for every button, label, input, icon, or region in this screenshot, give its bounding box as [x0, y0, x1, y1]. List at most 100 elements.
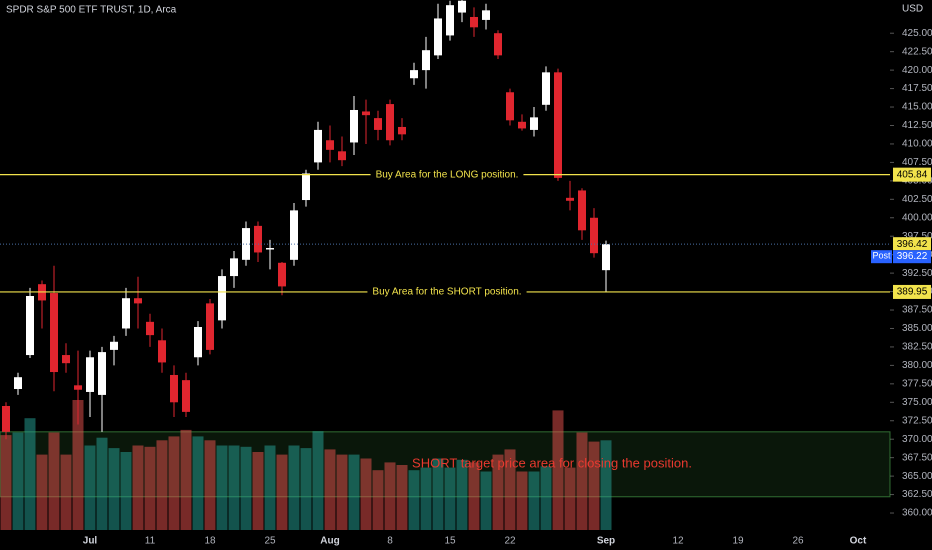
y-tick-label: 380.00 — [902, 360, 932, 371]
candle-body — [398, 126, 406, 135]
candle-body — [590, 217, 598, 254]
x-tick-label: Aug — [320, 536, 339, 547]
volume-bar — [480, 471, 492, 530]
candle-body — [254, 225, 262, 253]
y-tick-label: 407.50 — [902, 157, 932, 168]
candle-body — [602, 244, 610, 271]
y-tick-label: 365.00 — [902, 471, 932, 482]
volume-bar — [120, 452, 132, 530]
x-tick-label: 11 — [145, 536, 156, 547]
volume-bar — [360, 458, 372, 530]
level-text: Buy Area for the SHORT position. — [372, 287, 521, 298]
volume-bar — [552, 410, 564, 530]
x-tick-label: 18 — [204, 536, 216, 547]
volume-bar — [228, 445, 240, 530]
y-tick-label: 397.50 — [902, 231, 932, 242]
volume-bar — [168, 436, 180, 530]
candle-body — [458, 0, 466, 13]
level-text-bg — [370, 168, 524, 182]
y-tick-label: 420.00 — [902, 65, 932, 76]
candle-body — [86, 357, 94, 392]
volume-bar — [204, 440, 216, 530]
candle-body — [482, 10, 490, 20]
volume-bar — [144, 446, 156, 530]
candle-body — [434, 18, 442, 56]
candle-body — [566, 197, 574, 201]
volume-bar — [48, 432, 60, 530]
y-tick-label: 372.50 — [902, 415, 932, 426]
price-tag — [893, 167, 931, 182]
y-tick-label: 410.00 — [902, 139, 932, 150]
candle-body — [446, 5, 454, 36]
volume-bar — [348, 454, 360, 530]
candle-body — [194, 327, 202, 358]
volume-bar — [528, 471, 540, 530]
y-tick-label: 412.50 — [902, 120, 932, 131]
volume-bar — [0, 435, 12, 530]
y-tick-label: 360.00 — [902, 508, 932, 519]
post-tag-label: Post — [872, 251, 891, 261]
volume-bar — [516, 471, 528, 530]
candle-body — [554, 72, 562, 178]
zone-text: SHORT target price area for closing the … — [412, 456, 692, 471]
volume-bar — [504, 449, 516, 530]
volume-bar — [12, 432, 24, 530]
volume-bar — [444, 467, 456, 530]
volume-bar — [192, 436, 204, 530]
volume-bar — [492, 454, 504, 530]
volume-bar — [336, 454, 348, 530]
candle-body — [218, 276, 226, 321]
y-tick-label: 387.50 — [902, 305, 932, 316]
candle-body — [350, 109, 358, 143]
x-tick-label: Oct — [850, 536, 867, 547]
price-tag — [893, 250, 931, 264]
x-tick-label: 12 — [672, 536, 684, 547]
candle-body — [134, 298, 142, 304]
volume-bar — [72, 400, 84, 530]
volume-bar — [420, 467, 432, 530]
volume-bar — [468, 462, 480, 530]
price-tag-label: 396.42 — [897, 239, 928, 250]
y-tick-label: 375.00 — [902, 397, 932, 408]
candle-body — [98, 352, 106, 395]
volume-bar — [456, 459, 468, 530]
volume-bar — [432, 458, 444, 530]
candle-body — [302, 173, 310, 201]
x-tick-label: 15 — [444, 536, 456, 547]
candle-body — [278, 262, 286, 287]
candle-body — [170, 374, 178, 403]
volume-bar — [372, 470, 384, 530]
level-text: Buy Area for the LONG position. — [376, 169, 519, 180]
volume-bar — [240, 446, 252, 530]
chart-title: SPDR S&P 500 ETF TRUST, 1D, Arca — [6, 5, 177, 16]
candle-body — [14, 377, 22, 390]
level-text-bg — [367, 285, 527, 299]
volume-bar — [108, 448, 120, 530]
post-tag — [871, 250, 892, 264]
candle-body — [206, 303, 214, 350]
x-tick-label: Jul — [83, 536, 98, 547]
candle-body — [422, 50, 430, 71]
candle-body — [314, 129, 322, 163]
y-tick-label: 417.50 — [902, 83, 932, 94]
candle-body — [542, 72, 550, 105]
y-tick-label: 415.00 — [902, 102, 932, 113]
candle-body — [230, 258, 238, 277]
candle-body — [122, 298, 130, 329]
candle-body — [374, 118, 382, 130]
volume-bar — [396, 465, 408, 530]
candle-body — [182, 380, 190, 412]
price-tag — [893, 237, 931, 251]
y-tick-label: 425.00 — [902, 28, 932, 39]
x-tick-label: 22 — [504, 536, 516, 547]
candle-body — [110, 341, 118, 350]
x-tick-label: 25 — [264, 536, 276, 547]
volume-bar — [132, 445, 144, 530]
y-tick-label: 377.50 — [902, 378, 932, 389]
candle-body — [290, 210, 298, 260]
y-tick-label: 422.50 — [902, 46, 932, 57]
candle-body — [2, 405, 10, 432]
volume-bar — [264, 445, 276, 530]
